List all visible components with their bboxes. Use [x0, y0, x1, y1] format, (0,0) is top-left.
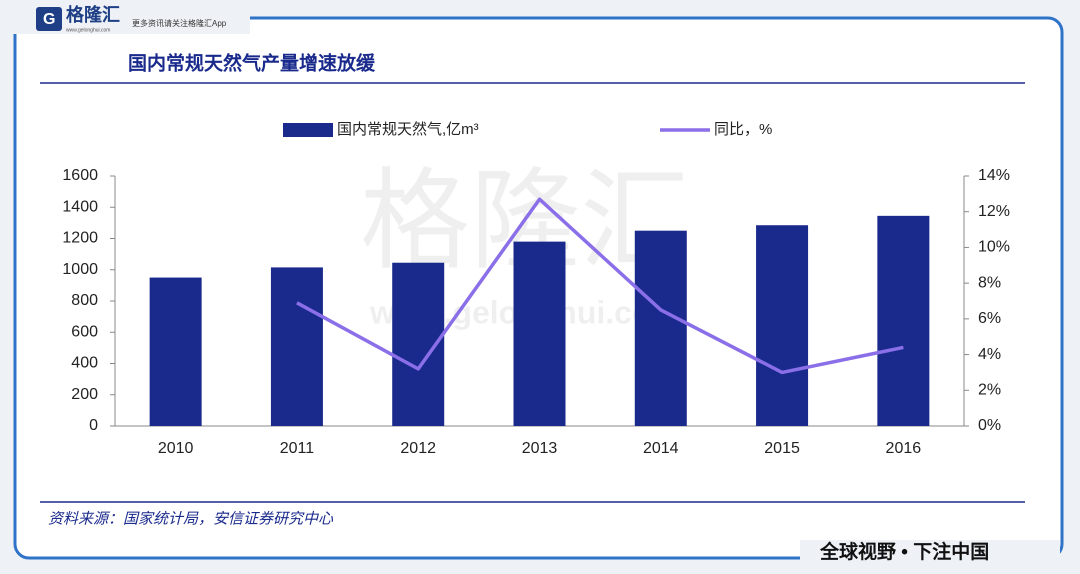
y2-tick-label: 10%	[978, 239, 1010, 256]
x-tick-label: 2012	[400, 440, 436, 457]
legend-label: 国内常规天然气,亿m³	[337, 121, 479, 138]
y-tick-label: 800	[71, 292, 98, 309]
logo-mark: G	[43, 11, 55, 28]
bar	[756, 225, 809, 426]
bar	[149, 277, 202, 426]
logo-slogan: 更多资讯请关注格隆汇App	[132, 18, 227, 28]
legend-label: 同比，%	[714, 121, 772, 138]
x-tick-label: 2015	[764, 440, 800, 457]
y-tick-label: 1600	[62, 167, 98, 184]
y-tick-label: 1400	[62, 198, 98, 215]
y2-tick-label: 6%	[978, 310, 1001, 327]
legend-swatch	[283, 123, 333, 137]
bar	[877, 215, 930, 426]
y2-tick-label: 14%	[978, 167, 1010, 184]
line	[296, 197, 904, 375]
bar	[270, 267, 323, 426]
y-tick-label: 600	[71, 323, 98, 340]
x-tick-label: 2013	[522, 440, 558, 457]
footer-bg	[800, 540, 1060, 566]
x-tick-label: 2016	[886, 440, 922, 457]
bar	[513, 241, 566, 426]
logo-name: 格隆汇	[66, 4, 120, 25]
y-tick-label: 1000	[62, 261, 98, 278]
x-tick-label: 2014	[643, 440, 679, 457]
source: 资料来源：国家统计局，安信证券研究中心	[48, 510, 334, 527]
footer: 全球视野 • 下注中国	[819, 540, 989, 563]
logo-site: www.gelonghui.com	[66, 27, 110, 33]
y-tick-label: 400	[71, 355, 98, 372]
chart-title: 国内常规天然气产量增速放缓	[128, 51, 376, 74]
y2-tick-label: 0%	[978, 417, 1001, 434]
logo-icon	[36, 7, 62, 31]
bar	[634, 230, 687, 426]
x-tick-label: 2010	[158, 440, 194, 457]
y-tick-label: 0	[89, 417, 98, 434]
y-tick-label: 1200	[62, 230, 98, 247]
y2-tick-label: 2%	[978, 382, 1001, 399]
y2-tick-label: 8%	[978, 274, 1001, 291]
y2-tick-label: 4%	[978, 346, 1001, 363]
x-tick-label: 2011	[280, 440, 315, 457]
y2-tick-label: 12%	[978, 203, 1010, 220]
y-tick-label: 200	[71, 386, 98, 403]
